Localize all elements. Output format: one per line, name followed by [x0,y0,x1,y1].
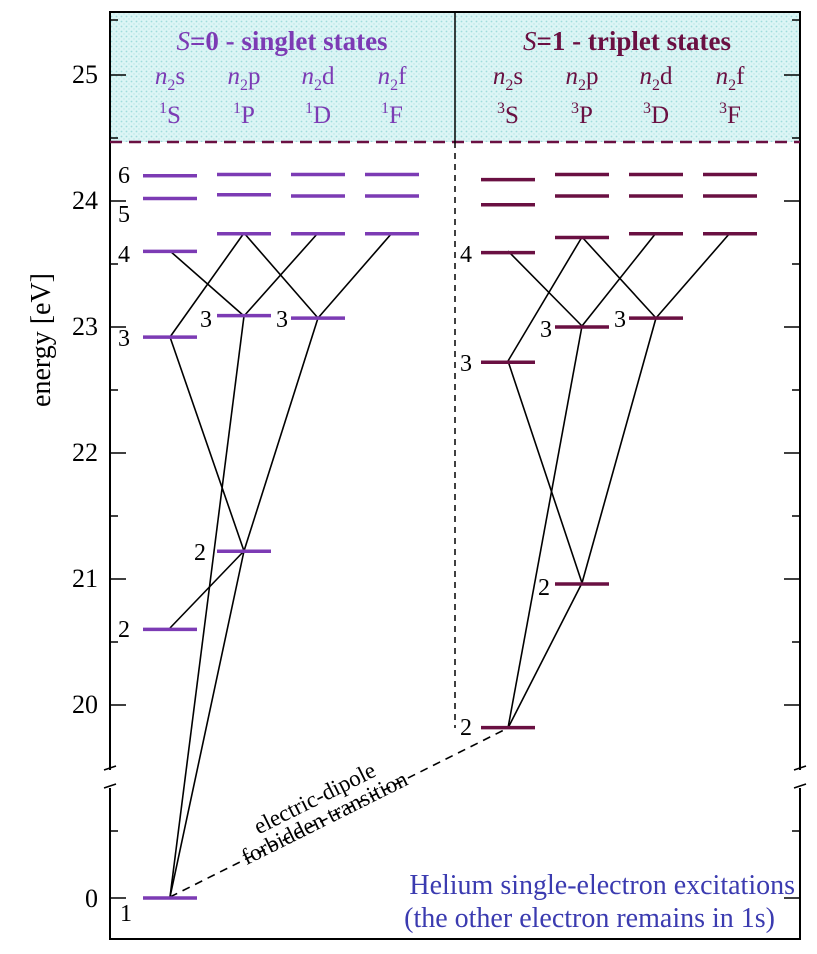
header-term-3P: 3P [571,100,593,129]
header-orbital-1D: n2d [302,63,336,94]
header-orbital-3S: n2s [493,63,523,94]
level-label-1P-3: 3 [200,307,212,333]
transition-line [243,232,319,319]
transition-lines [169,232,731,898]
transition-line [507,236,583,362]
header-orbital-1S: n2s [155,63,185,94]
transition-line [169,250,245,317]
level-label-1D-3: 3 [276,307,288,333]
tick-label-24: 24 [72,186,98,215]
forbidden-transition-label: electric-dipole forbidden transition [237,757,412,869]
energy-levels [143,172,757,900]
transition-line [243,317,319,552]
transition-line [507,250,583,327]
y-axis-label: energy [eV] [26,273,57,407]
transition-line [169,315,245,898]
header-orbital-1P: n2p [228,63,261,94]
level-label-3P-2: 2 [538,575,550,601]
header-term-3S: 3S [497,100,519,129]
tick-label-25: 25 [72,60,98,89]
y-tick-labels: 0 20 21 22 23 24 25 [72,60,98,913]
level-label-3P-3: 3 [540,317,552,343]
tick-label-23: 23 [72,312,98,341]
transition-line [169,232,245,338]
header-term-1F: 1F [381,100,403,129]
transition-line [655,232,731,319]
tick-label-20: 20 [72,690,98,719]
header-columns: n2s 1S n2p 1P n2d 1D n2f 1F n2s 3S n2p 3P n2d 3D n2f 3F [155,63,745,129]
transition-line [581,236,657,319]
level-label-1S-4: 4 [118,242,130,268]
transition-line [507,582,583,729]
level-label-3S-2: 2 [460,715,472,741]
header-term-3F: 3F [719,100,741,129]
tick-label-0: 0 [85,884,98,913]
level-label-1S-2: 2 [118,617,130,643]
tick-label-22: 22 [72,438,98,467]
header-orbital-3P: n2p [566,63,599,94]
transition-line [507,360,583,584]
header-term-3D: 3D [643,100,669,129]
level-label-3S-4: 4 [460,242,472,268]
transition-line [581,317,657,584]
header-term-1P: 1P [233,100,255,129]
transition-line [169,550,245,898]
note-line2: (the other electron remains in 1s) [404,903,775,934]
level-label-1P-2: 2 [194,540,206,566]
level-label-1S-1: 1 [120,901,132,927]
level-label-1S-3: 3 [118,326,130,352]
header-orbital-3D: n2d [640,63,674,94]
header-orbital-1F: n2f [378,63,408,94]
transition-line [581,232,657,327]
header-term-1D: 1D [305,100,331,129]
note-line1: Helium single-electron excitations [409,870,795,901]
tick-label-21: 21 [72,564,98,593]
header-orbital-3F: n2f [716,63,746,94]
forbidden-transition-line [169,727,509,898]
y-ticks [110,19,800,899]
level-number-labels: 1 2 3 4 5 6 2 3 3 2 3 4 2 3 3 [118,163,626,927]
transition-line [169,336,245,552]
header-term-1S: 1S [159,100,181,129]
level-label-3S-3: 3 [460,351,472,377]
triplet-title: S=1 - triplet states [523,26,731,56]
singlet-title: S=0 - singlet states [176,26,387,56]
transition-line [169,550,245,629]
transition-line [317,232,393,319]
transition-line [507,325,583,729]
level-label-1S-6: 6 [118,163,130,189]
level-label-1S-5: 5 [118,202,130,228]
axis-break [103,765,807,789]
level-label-3D-3: 3 [614,307,626,333]
